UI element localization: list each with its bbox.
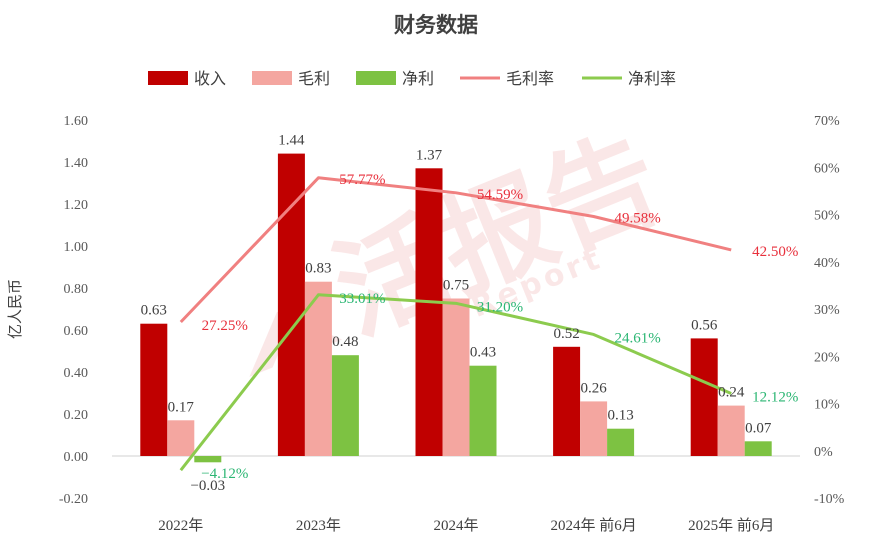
bar-label: 0.17 <box>168 399 195 415</box>
y2-tick-label: 60% <box>814 161 840 176</box>
bar-label: 0.26 <box>580 380 607 396</box>
watermark-logo: 活报告 <box>317 112 677 358</box>
line-净利率 <box>179 293 732 472</box>
bar-毛利 <box>167 420 195 456</box>
legend-label: 收入 <box>194 69 226 88</box>
bar-收入 <box>553 346 581 456</box>
bar-收入 <box>140 323 168 456</box>
bar-毛利 <box>717 405 745 456</box>
y-tick-label: -0.20 <box>59 492 88 507</box>
chart-title: 财务数据 <box>394 13 478 37</box>
bar-label: 0.56 <box>691 317 718 333</box>
y2-tick-label: 10% <box>814 398 840 413</box>
bar-label: 0.75 <box>443 278 469 294</box>
y-tick-label: 0.80 <box>64 282 89 297</box>
line-label: 49.58% <box>614 210 660 226</box>
legend: 收入 毛利 净利 毛利率 净利率 <box>148 69 676 88</box>
y2-tick-label: 30% <box>814 303 840 318</box>
y-axis-title: 亿人民币 <box>7 279 24 339</box>
x-tick-label: 2022年 <box>158 517 203 534</box>
bar-毛利 <box>580 401 608 456</box>
y-tick-label: 1.60 <box>64 114 89 129</box>
bar-label: 0.43 <box>470 345 496 361</box>
y2-tick-label: 50% <box>814 209 840 224</box>
bar-净利 <box>744 441 772 456</box>
y-tick-label: 0.40 <box>64 366 89 381</box>
line-label: 33.01% <box>339 291 385 307</box>
bar-label: 0.63 <box>141 303 167 319</box>
legend-label: 净利 <box>402 69 434 88</box>
y2-tick-label: 40% <box>814 256 840 271</box>
axes: -0.20 0.00 0.20 0.40 0.60 0.80 1.00 1.20 1.40 1.6… <box>7 114 845 534</box>
bar-净利 <box>331 355 359 456</box>
bar-净利 <box>607 428 635 456</box>
y-tick-label: 0.00 <box>64 450 89 465</box>
line-label: 31.20% <box>477 299 523 315</box>
data-labels: 0.63 1.44 1.37 0.52 0.56 0.17 0.83 0.75 0.26 0.24… <box>141 133 799 494</box>
y2-tick-label: -10% <box>814 492 845 507</box>
y-tick-label: 1.00 <box>64 240 89 255</box>
y2-tick-label: 70% <box>814 114 840 129</box>
bar-label: 0.83 <box>305 261 331 277</box>
bar-毛利 <box>304 281 332 456</box>
line-label: 57.77% <box>339 172 385 188</box>
line-label: 42.50% <box>752 244 798 260</box>
y-tick-label: 1.20 <box>64 198 89 213</box>
line-label: 27.25% <box>202 318 248 334</box>
line-毛利率 <box>179 176 732 324</box>
legend-label: 净利率 <box>628 69 676 88</box>
bar-毛利 <box>442 298 470 456</box>
y2-tick-label: 0% <box>814 445 833 460</box>
line-label: 12.12% <box>752 389 798 405</box>
x-tick-label: 2024年 前6月 <box>550 517 636 534</box>
lines <box>179 176 732 472</box>
legend-swatch-收入 <box>148 71 188 85</box>
bar-收入 <box>277 153 305 456</box>
bar-label: −0.03 <box>190 478 225 494</box>
bar-label: 0.52 <box>553 326 579 342</box>
x-tick-label: 2023年 <box>296 517 341 534</box>
bar-净利 <box>194 456 222 463</box>
legend-swatch-毛利 <box>252 71 292 85</box>
bar-label: 0.24 <box>718 385 745 401</box>
y2-tick-label: 20% <box>814 350 840 365</box>
line-label: 24.61% <box>614 330 660 346</box>
legend-label: 毛利率 <box>506 69 554 88</box>
bar-净利 <box>469 365 497 456</box>
y-tick-label: 1.40 <box>64 156 89 171</box>
line-label: 54.59% <box>477 187 523 203</box>
x-tick-label: 2025年 前6月 <box>688 517 774 534</box>
bar-收入 <box>690 338 718 456</box>
legend-label: 毛利 <box>298 69 330 88</box>
bar-label: 1.44 <box>278 133 305 149</box>
bar-label: 1.37 <box>416 147 443 163</box>
line-label: −4.12% <box>201 466 248 482</box>
watermark-shape <box>249 311 343 377</box>
bar-label: 0.48 <box>332 334 358 350</box>
bar-收入 <box>415 168 443 457</box>
bar-label: 0.13 <box>607 408 633 424</box>
y-tick-label: 0.20 <box>64 408 89 423</box>
x-tick-label: 2024年 <box>433 517 478 534</box>
bars <box>140 153 772 463</box>
legend-swatch-净利 <box>356 71 396 85</box>
bar-label: 0.07 <box>745 420 772 436</box>
y-tick-label: 0.60 <box>64 324 89 339</box>
